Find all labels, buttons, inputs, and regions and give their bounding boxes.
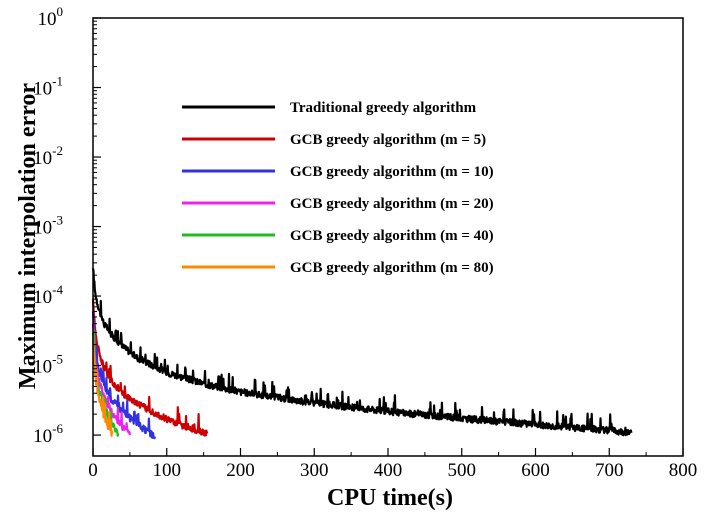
x-tick-label: 300 <box>300 460 329 481</box>
legend-label-2: GCB greedy algorithm (m = 10) <box>290 164 494 180</box>
x-ticks: 0 100 200 300 400 500 600 700 800 <box>88 448 697 481</box>
series-line-5 <box>91 337 114 437</box>
series-layer <box>91 268 633 440</box>
legend-label-1: GCB greedy algorithm (m = 5) <box>290 132 486 148</box>
x-tick-label: 400 <box>374 460 403 481</box>
y-axis-title: Maximum interpolation error <box>15 83 41 390</box>
x-tick-label: 800 <box>669 460 698 481</box>
x-tick-label: 600 <box>521 460 550 481</box>
x-tick-label: 700 <box>595 460 624 481</box>
legend: Traditional greedy algorithm GCB greedy a… <box>182 100 494 276</box>
y-tick-label: 10-5 <box>33 352 63 378</box>
x-tick-label: 500 <box>448 460 477 481</box>
legend-label-0: Traditional greedy algorithm <box>290 100 477 116</box>
series-line-3 <box>91 323 131 436</box>
y-tick-label: 100 <box>38 4 64 30</box>
series-line-2 <box>91 311 156 440</box>
y-tick-label: 10-6 <box>33 421 63 447</box>
x-axis-title: CPU time(s) <box>327 485 453 511</box>
series-line-1 <box>91 299 209 437</box>
series-line-0 <box>91 268 633 437</box>
x-tick-label: 100 <box>153 460 182 481</box>
x-tick-label: 200 <box>226 460 255 481</box>
legend-label-3: GCB greedy algorithm (m = 20) <box>290 196 494 212</box>
legend-label-4: GCB greedy algorithm (m = 40) <box>290 228 494 244</box>
legend-label-5: GCB greedy algorithm (m = 80) <box>290 260 494 276</box>
x-tick-label: 0 <box>88 460 98 481</box>
